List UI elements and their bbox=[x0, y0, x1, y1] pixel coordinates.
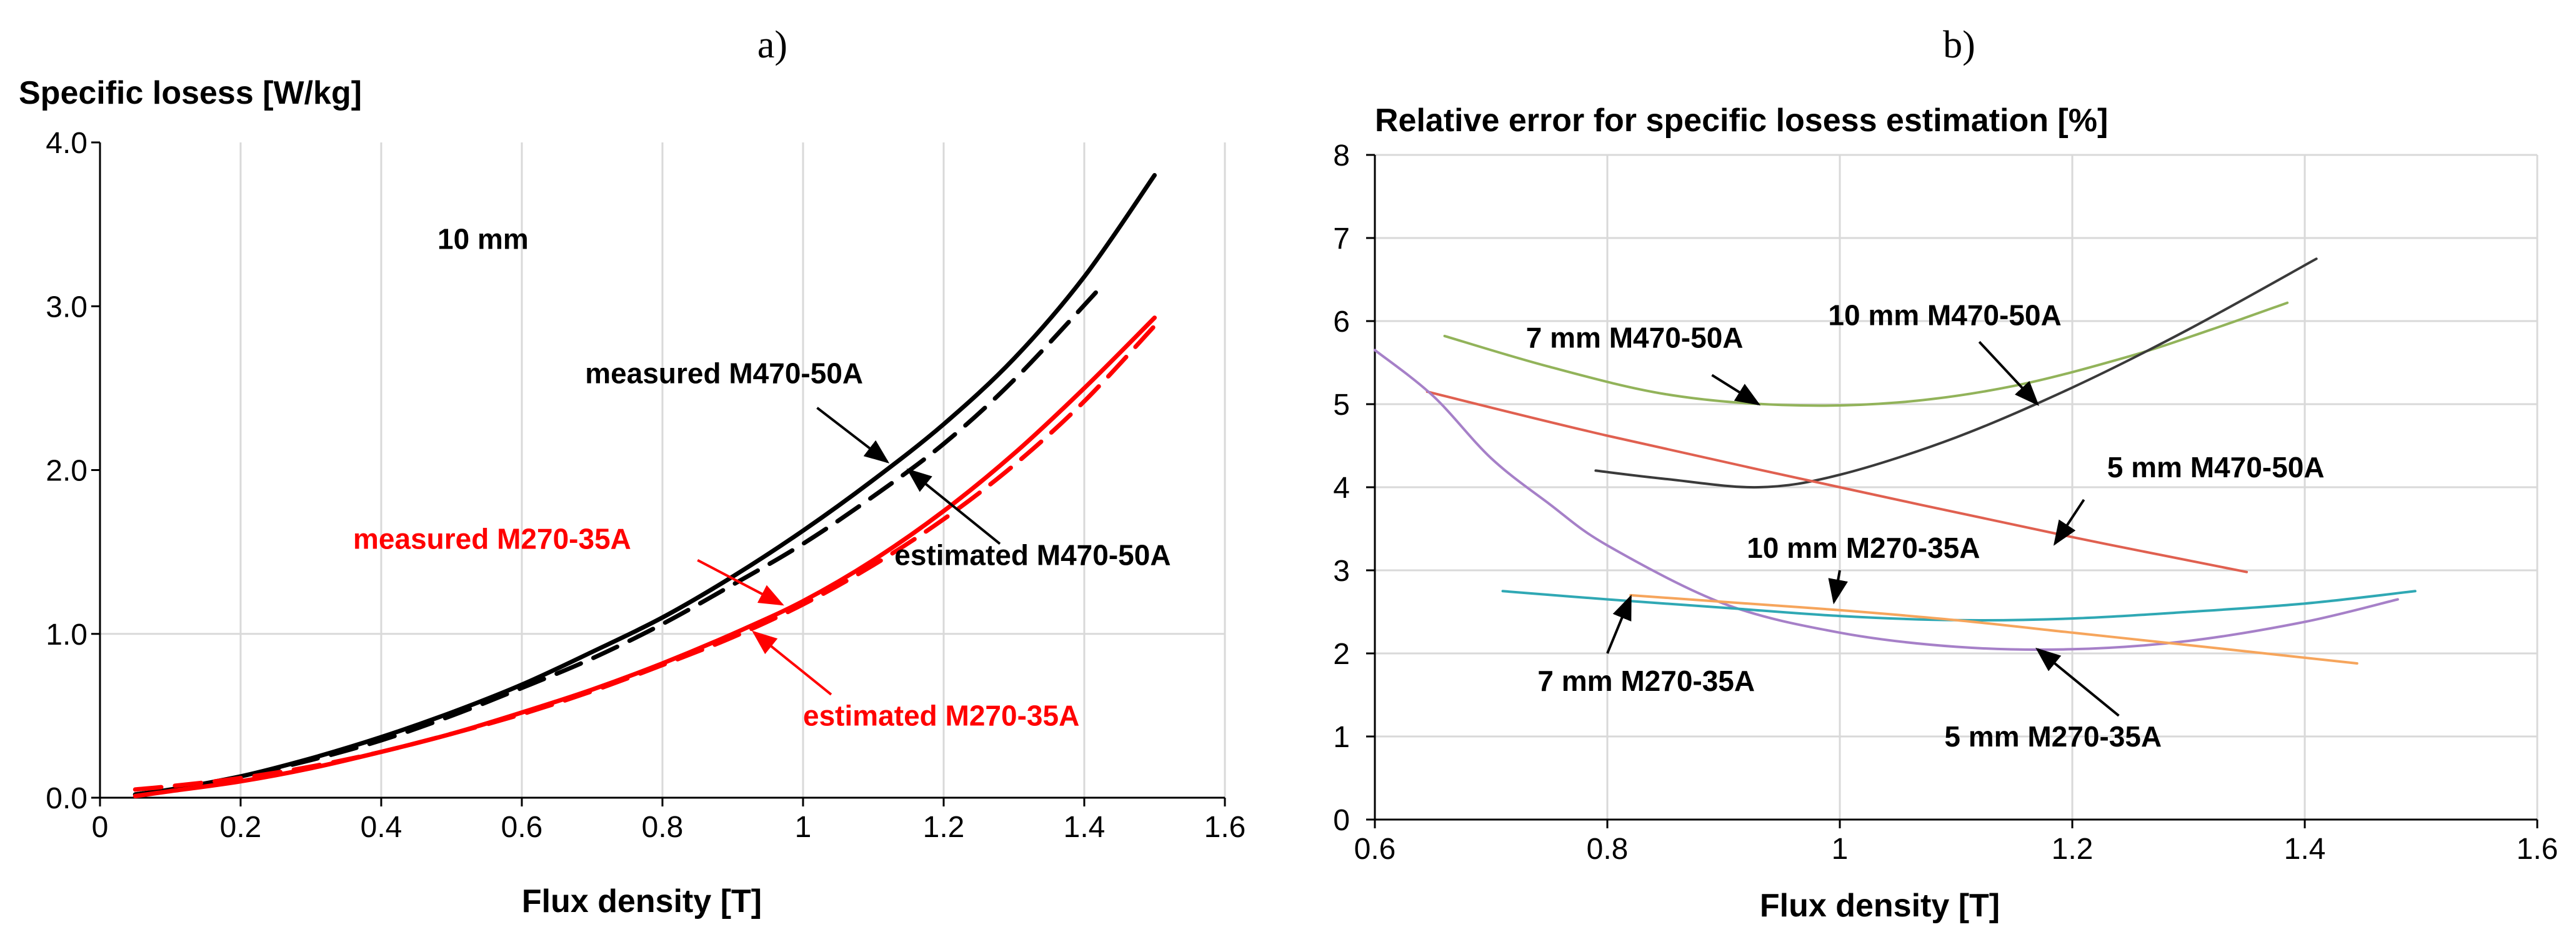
chart-b-ytick-label-5: 5 bbox=[1333, 389, 1350, 422]
chart-b-xtick-label-3: 1.2 bbox=[2052, 833, 2094, 866]
chart-a-series-estimated-m470-50a bbox=[132, 287, 1101, 797]
chart-a-xtick-label-4: 0.8 bbox=[642, 811, 684, 844]
chart-a: a) Specific losess [W/kg] 0 0.2 0.4 0.6 0.8 1… bbox=[19, 24, 1246, 920]
chart-b-title: Relative error for specific losess estim… bbox=[1375, 102, 2108, 139]
chart-a-annotation-arrow-2 bbox=[906, 468, 1001, 545]
chart-a-annotation-arrow-4 bbox=[752, 630, 832, 696]
panel-label-b: b) bbox=[1943, 24, 1975, 66]
chart-b-ytick-label-2: 2 bbox=[1333, 638, 1350, 671]
chart-a-ytick-label-3: 3.0 bbox=[46, 290, 87, 324]
chart-b-ytick-label-3: 3 bbox=[1333, 555, 1350, 588]
chart-a-ytick-label-0: 0.0 bbox=[46, 782, 87, 815]
chart-a-xtick-label-2: 0.4 bbox=[361, 811, 402, 844]
chart-b-ytick-label-8: 8 bbox=[1333, 139, 1350, 172]
chart-a-ytick-label-1: 1.0 bbox=[46, 618, 87, 652]
chart-a-xtick-label-1: 0.2 bbox=[220, 811, 262, 844]
chart-a-xtick-label-5: 1 bbox=[795, 811, 812, 844]
chart-a-series bbox=[132, 173, 1157, 798]
chart-b-ytick-label-0: 0 bbox=[1333, 804, 1350, 837]
chart-b-series-10-mm-m270-35a bbox=[1629, 593, 2359, 665]
chart-a-title: Specific losess [W/kg] bbox=[19, 75, 362, 111]
chart-b-ytick-label-6: 6 bbox=[1333, 305, 1350, 339]
chart-a-annotation-arrow-1 bbox=[816, 407, 890, 464]
chart-a-grid bbox=[100, 142, 1226, 798]
chart-a-xtick-label-3: 0.6 bbox=[501, 811, 543, 844]
chart-b-series-10-mm-m470-50a bbox=[1594, 257, 2318, 489]
chart-b-annotations: 7 mm M470-50A 10 mm M470-50A 5 mm M470-50A… bbox=[1526, 299, 2325, 753]
chart-b-annotation-2: 5 mm M470-50A bbox=[2107, 451, 2325, 483]
chart-a-annotation-1: measured M470-50A bbox=[585, 357, 863, 390]
chart-b-annotation-arrow-5 bbox=[2035, 647, 2120, 717]
chart-b-ticks: 0.6 0.8 1 1.2 1.4 1.6 0 1 2 3 4 5 6 7 8 bbox=[1333, 139, 2558, 866]
chart-b-annotation-arrow-0 bbox=[1711, 374, 1761, 406]
chart-b-xtick-label-5: 1.6 bbox=[2517, 833, 2559, 866]
chart-b-annotation-4: 7 mm M270-35A bbox=[1537, 665, 1755, 697]
chart-a-annotations: 10 mm measured M470-50A estimated M470-50A… bbox=[353, 222, 1171, 731]
chart-b-xtick-label-0: 0.6 bbox=[1354, 833, 1396, 866]
chart-b-xtick-label-4: 1.4 bbox=[2284, 833, 2326, 866]
chart-a-xtick-label-7: 1.4 bbox=[1064, 811, 1106, 844]
chart-b-series-7-mm-m470-50a bbox=[1443, 301, 2289, 407]
chart-a-annotation-2: estimated M470-50A bbox=[894, 539, 1171, 572]
chart-a-ticks: 0 0.2 0.4 0.6 0.8 1 1.2 1.4 1.6 0.0 1.0 2.0 3.0 4.0 bbox=[46, 127, 1246, 844]
chart-b-annotation-arrow-4 bbox=[1606, 594, 1632, 654]
chart-b-ytick-label-1: 1 bbox=[1333, 721, 1350, 754]
chart-a-annotation-3: measured M270-35A bbox=[353, 522, 631, 555]
chart-b-annotation-1: 10 mm M470-50A bbox=[1828, 299, 2061, 332]
chart-b-annotation-5: 5 mm M270-35A bbox=[1944, 720, 2162, 753]
chart-a-xlabel: Flux density [T] bbox=[522, 883, 762, 920]
chart-b-ytick-label-4: 4 bbox=[1333, 472, 1350, 505]
chart-b-annotation-3: 10 mm M270-35A bbox=[1747, 532, 1980, 564]
chart-a-annotation-arrow-3 bbox=[697, 558, 784, 606]
chart-b-annotation-arrow-2 bbox=[2053, 498, 2085, 546]
chart-b-annotation-arrow-1 bbox=[1978, 340, 2039, 406]
chart-b-series-5-mm-m470-50a bbox=[1425, 390, 2248, 573]
chart-a-annotation-4: estimated M270-35A bbox=[803, 700, 1079, 732]
panel-label-a: a) bbox=[757, 24, 787, 66]
chart-b: b) Relative error for specific losess es… bbox=[1333, 24, 2558, 924]
chart-b-grid bbox=[1375, 154, 2539, 820]
chart-a-xtick-label-8: 1.6 bbox=[1204, 811, 1246, 844]
chart-b-series-5-mm-m270-35a bbox=[1374, 349, 2399, 651]
chart-b-xlabel: Flux density [T] bbox=[1760, 888, 2000, 924]
chart-a-ytick-label-2: 2.0 bbox=[46, 455, 87, 488]
chart-b-series bbox=[1374, 257, 2417, 665]
chart-b-annotation-arrow-3 bbox=[1828, 570, 1848, 605]
chart-a-xtick-label-6: 1.2 bbox=[923, 811, 965, 844]
chart-a-series-estimated-m270-35a bbox=[132, 324, 1157, 792]
chart-b-annotation-0: 7 mm M470-50A bbox=[1526, 322, 1744, 354]
chart-a-ytick-label-4: 4.0 bbox=[46, 127, 87, 160]
chart-b-xtick-label-2: 1 bbox=[1832, 833, 1849, 866]
chart-a-xtick-label-0: 0 bbox=[92, 811, 109, 844]
chart-b-xtick-label-1: 0.8 bbox=[1587, 833, 1629, 866]
chart-b-ytick-label-7: 7 bbox=[1333, 222, 1350, 255]
chart-a-annotation-0: 10 mm bbox=[437, 222, 529, 255]
